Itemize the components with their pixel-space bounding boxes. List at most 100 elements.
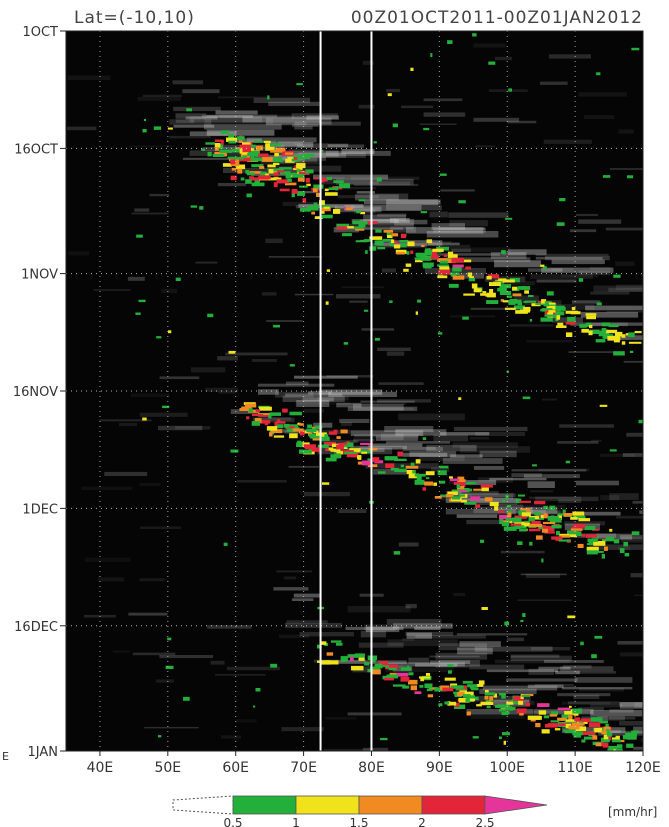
precip-cell bbox=[420, 211, 428, 214]
cloud-streak bbox=[304, 491, 350, 497]
precip-cell bbox=[267, 95, 270, 100]
precip-cell bbox=[292, 428, 304, 432]
precip-cell bbox=[634, 331, 642, 334]
cloud-streak bbox=[469, 664, 525, 670]
cloud-streak bbox=[297, 144, 365, 148]
precip-cell bbox=[306, 183, 311, 187]
precip-cell bbox=[320, 149, 324, 152]
precip-cell bbox=[334, 449, 339, 453]
cloud-streak bbox=[195, 261, 218, 264]
cloud-streak bbox=[426, 231, 499, 238]
precip-cell bbox=[414, 479, 425, 485]
precip-cell bbox=[447, 701, 457, 706]
precip-cell bbox=[273, 168, 284, 172]
precip-cell bbox=[520, 619, 524, 623]
colorbar-segment bbox=[232, 795, 297, 815]
precip-cell bbox=[287, 428, 297, 433]
precip-cell bbox=[386, 674, 399, 679]
precip-cell bbox=[501, 250, 506, 255]
precip-cell bbox=[458, 490, 467, 493]
precip-cell bbox=[509, 298, 518, 304]
precip-cell bbox=[250, 144, 256, 148]
precip-cell bbox=[535, 723, 541, 728]
cloud-streak bbox=[500, 281, 535, 286]
precip-cell bbox=[237, 136, 245, 141]
cloud-streak bbox=[405, 631, 454, 636]
grid-lines bbox=[66, 31, 643, 751]
precip-cell bbox=[456, 484, 461, 488]
precip-cell bbox=[513, 696, 524, 702]
precip-cell bbox=[405, 465, 419, 469]
precip-cell bbox=[472, 33, 477, 37]
cloud-streak bbox=[398, 542, 419, 547]
cloud-streak bbox=[319, 178, 380, 185]
precip-cell bbox=[231, 148, 240, 153]
precip-cell bbox=[199, 206, 204, 210]
x-tick-label: 50E bbox=[154, 760, 181, 776]
cloud-streak bbox=[502, 253, 526, 256]
precip-cell bbox=[360, 442, 373, 445]
cloud-streak bbox=[292, 123, 319, 127]
cloud-streak bbox=[242, 116, 320, 123]
precip-cell bbox=[593, 540, 606, 546]
cloud-streak bbox=[598, 730, 643, 736]
cloud-streak bbox=[325, 150, 391, 156]
precip-cell bbox=[314, 177, 319, 180]
cloud-streak bbox=[394, 218, 414, 226]
cloud-streak bbox=[350, 430, 424, 436]
cloud-streak bbox=[286, 381, 309, 385]
cloud-streak bbox=[346, 447, 385, 453]
cloud-streak bbox=[520, 573, 567, 576]
cloud-streak bbox=[419, 123, 457, 125]
precip-cell bbox=[323, 206, 330, 209]
precip-cell bbox=[627, 175, 634, 179]
precip-cell bbox=[343, 442, 354, 448]
cloud-streak bbox=[377, 347, 411, 351]
precip-cell bbox=[369, 246, 377, 251]
cloud-streak bbox=[228, 140, 277, 143]
cloud-streak bbox=[579, 687, 624, 692]
precip-cell bbox=[576, 532, 582, 536]
precip-cell bbox=[507, 512, 512, 518]
precip-cell bbox=[458, 397, 462, 400]
cloud-streak bbox=[306, 115, 339, 120]
precip-cell bbox=[449, 478, 460, 482]
precip-cell bbox=[276, 179, 289, 184]
precip-cell bbox=[291, 158, 300, 162]
cloud-streak bbox=[219, 114, 295, 119]
precip-cell bbox=[423, 264, 432, 269]
cloud-streak bbox=[430, 467, 450, 472]
precip-cell bbox=[374, 663, 383, 669]
cloud-streak bbox=[128, 612, 168, 616]
precip-cell bbox=[439, 480, 446, 484]
precip-cell bbox=[296, 442, 303, 447]
cloud-streak bbox=[473, 466, 505, 470]
x-tick-label: 60E bbox=[222, 760, 249, 776]
x-tick-label: 40E bbox=[87, 760, 114, 776]
precip-cell bbox=[480, 293, 493, 296]
precip-cell bbox=[437, 275, 448, 279]
cloud-streak bbox=[578, 219, 622, 224]
cloud-streak bbox=[385, 667, 454, 672]
precip-cell bbox=[372, 659, 376, 663]
precip-cell bbox=[583, 736, 593, 740]
precip-cell bbox=[321, 209, 325, 214]
precip-cell bbox=[350, 656, 354, 661]
precip-cell bbox=[376, 177, 382, 182]
precip-cell bbox=[488, 61, 496, 65]
cloud-streak bbox=[257, 383, 335, 387]
precip-cell bbox=[434, 496, 442, 499]
cloud-streak bbox=[539, 81, 568, 85]
cloud-streak bbox=[230, 409, 258, 414]
precip-cell bbox=[573, 530, 579, 535]
precip-cell bbox=[326, 269, 330, 272]
precip-cell bbox=[585, 731, 596, 735]
precip-cell bbox=[580, 641, 584, 646]
cloud-streak bbox=[405, 603, 417, 609]
cloud-streak bbox=[204, 118, 274, 124]
cloud-streak bbox=[210, 660, 225, 665]
precip-cell bbox=[248, 408, 253, 413]
precip-cell bbox=[258, 175, 271, 180]
precip-cell bbox=[360, 212, 365, 215]
precip-cell bbox=[255, 409, 261, 412]
